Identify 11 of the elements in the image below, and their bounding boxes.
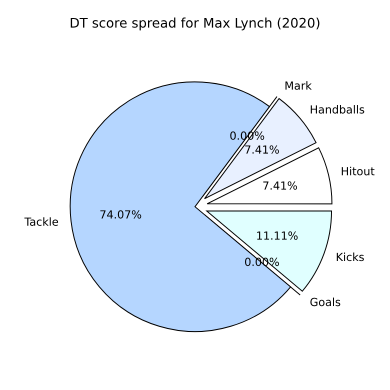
chart-title: DT score spread for Max Lynch (2020) (70, 18, 320, 30)
slice-label: Handballs (310, 105, 364, 114)
data-label: 74.07% (100, 210, 142, 219)
data-label: 11.11% (257, 231, 298, 240)
slice-label: Tackle (24, 217, 58, 226)
slice-label: Hitout (342, 166, 374, 176)
category-label: Goals (310, 298, 340, 306)
data-label: 7.41% (263, 181, 298, 190)
data-label: 7.41% (245, 145, 279, 154)
slice-label: Kicks (336, 252, 364, 262)
category-label: Mark (285, 81, 312, 90)
